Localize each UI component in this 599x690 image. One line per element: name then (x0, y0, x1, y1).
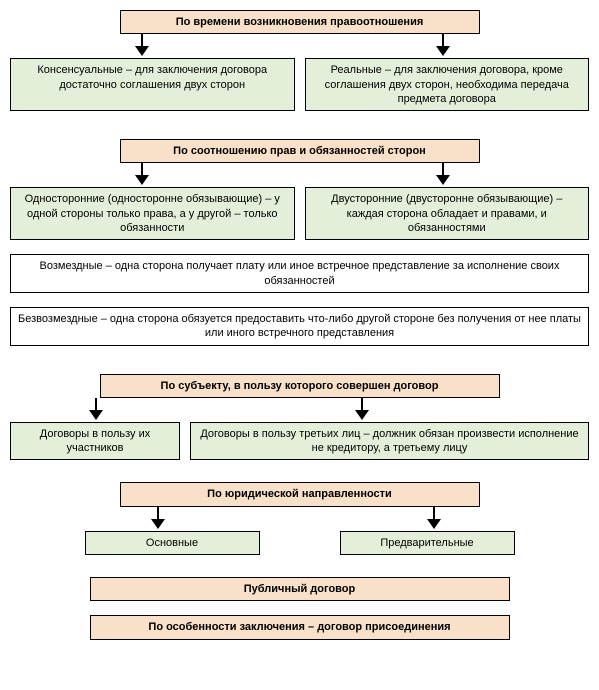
header-box-subject: По субъекту, в пользу которого совершен … (100, 374, 500, 398)
header-box-adhesion: По особенности заключения – договор прис… (90, 615, 510, 639)
section-compensated: Возмездные – одна сторона получает плату… (10, 254, 589, 293)
children-row-s2: Односторонние (односторонне обязывающие)… (10, 187, 589, 240)
child-participants: Договоры в пользу их участников (10, 422, 180, 461)
arrows-s5 (85, 507, 515, 531)
header-box-time: По времени возникновения правоотношения (120, 10, 480, 34)
children-row-s5: Основные Предварительные (85, 531, 515, 555)
child-third-parties: Договоры в пользу третьих лиц – должник … (190, 422, 589, 461)
header-box-public: Публичный договор (90, 577, 510, 601)
child-real: Реальные – для заключения договора, кром… (305, 58, 590, 111)
arrows-s2 (10, 163, 589, 187)
child-main: Основные (85, 531, 260, 555)
box-compensated: Возмездные – одна сторона получает плату… (10, 254, 589, 293)
header-box-direction: По юридической направленности (120, 482, 480, 506)
header-box-rights: По соотношению прав и обязанностей сторо… (120, 139, 480, 163)
arrow-icon (153, 507, 163, 531)
arrow-icon (429, 507, 439, 531)
child-consensual: Консенсуальные – для заключения договора… (10, 58, 295, 111)
arrows-s4 (10, 398, 589, 422)
arrow-icon (137, 163, 147, 187)
arrow-icon (438, 163, 448, 187)
child-unilateral: Односторонние (односторонне обязывающие)… (10, 187, 295, 240)
children-row-s1: Консенсуальные – для заключения договора… (10, 58, 589, 111)
section-subject-benefit: По субъекту, в пользу которого совершен … (10, 374, 589, 461)
arrows-s1 (10, 34, 589, 58)
arrow-icon (91, 398, 101, 422)
children-row-s4: Договоры в пользу их участников Договоры… (10, 422, 589, 461)
child-preliminary: Предварительные (340, 531, 515, 555)
section-gratuitous: Безвозмездные – одна сторона обязуется п… (10, 307, 589, 346)
child-bilateral: Двусторонние (двусторонне обязывающие) –… (305, 187, 590, 240)
section-public: Публичный договор (10, 577, 589, 601)
section-rights-obligations: По соотношению прав и обязанностей сторо… (10, 139, 589, 240)
arrow-icon (357, 398, 367, 422)
section-time-origin: По времени возникновения правоотношения … (10, 10, 589, 111)
section-legal-direction: По юридической направленности Основные П… (10, 482, 589, 555)
box-gratuitous: Безвозмездные – одна сторона обязуется п… (10, 307, 589, 346)
section-adhesion: По особенности заключения – договор прис… (10, 615, 589, 639)
arrow-icon (137, 34, 147, 58)
arrow-icon (438, 34, 448, 58)
